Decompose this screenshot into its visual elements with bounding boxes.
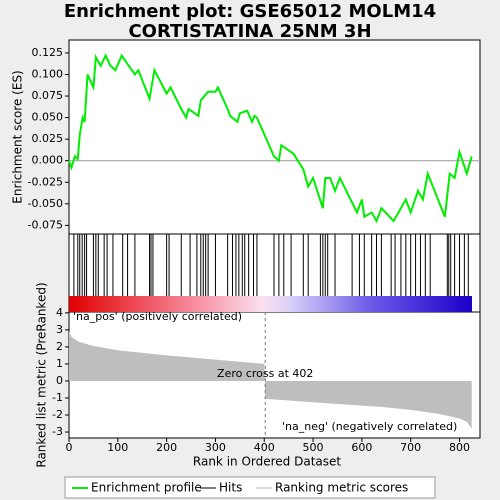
y-tick-label: -3 [52,425,63,438]
legend-label: Enrichment profile [91,481,202,495]
x-tick-label: 600 [351,441,372,454]
y-tick-label: -0.025 [28,175,63,188]
legend-label: Ranking metric scores [275,481,408,495]
x-tick-label: 700 [400,441,421,454]
x-axis-label: Rank in Ordered Dataset [193,455,341,469]
y-tick-label: -0.075 [28,218,63,231]
y-axis-label: Enrichment score (ES) [11,70,25,203]
enrichment-line [68,53,473,224]
color-bar [69,296,472,312]
y-tick-label: 3 [56,323,63,336]
y-tick-label: 0.000 [32,154,64,167]
y-tick-label: 0 [56,374,63,387]
annotation: Zero cross at 402 [217,367,313,380]
x-tick-label: 100 [107,441,128,454]
x-tick-label: 400 [254,441,275,454]
y-tick-label: -1 [52,391,63,404]
y-tick-label: 0.025 [32,132,64,145]
x-tick-label: 300 [205,441,226,454]
y-tick-label: 0.125 [32,46,64,59]
y-axis-label: Ranked list metric (PreRanked) [35,282,49,467]
x-tick-label: 500 [303,441,324,454]
annotation: 'na_neg' (negatively correlated) [282,420,457,433]
metric-area [69,331,472,429]
y-tick-label: 0.050 [32,111,64,124]
y-tick-label: 0.075 [32,89,64,102]
y-tick-label: -2 [52,408,63,421]
x-tick-label: 0 [66,441,73,454]
legend-label: Hits [219,481,242,495]
y-tick-label: 0.100 [32,67,64,80]
chart-subtitle: CORTISTATINA 25NM 3H [128,21,371,42]
x-tick-label: 200 [156,441,177,454]
y-tick-label: -0.050 [28,197,63,210]
annotation: 'na_pos' (positively correlated) [73,310,242,323]
y-tick-label: 2 [56,340,63,353]
y-tick-label: 4 [56,306,63,319]
legend-box [64,476,436,499]
y-tick-label: 1 [56,357,63,370]
chart-title: Enrichment plot: GSE65012 MOLM14 [64,1,436,22]
x-tick-label: 800 [449,441,470,454]
